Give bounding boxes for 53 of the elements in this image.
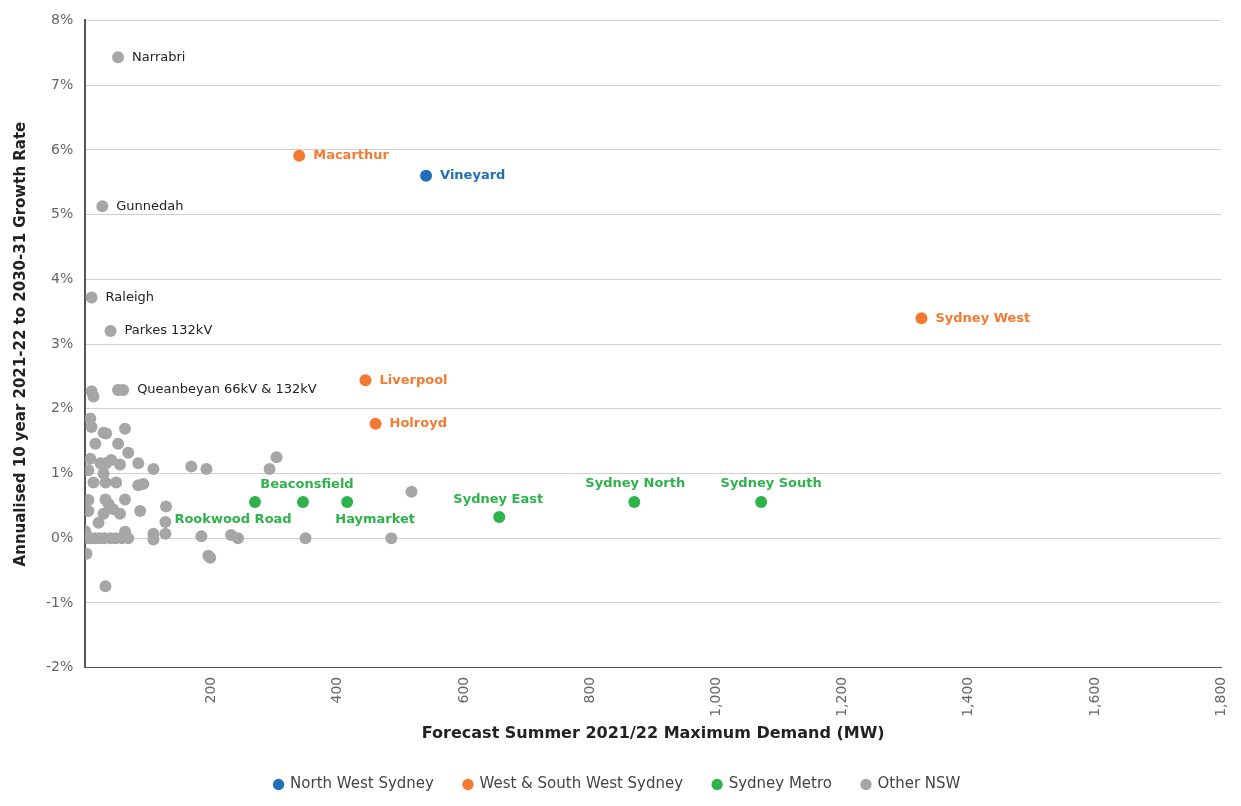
annotation: Parkes 132kV (124, 322, 213, 338)
annotation: Rookwood Road (174, 511, 292, 527)
legend-label: Sydney Metro (728, 774, 832, 793)
annotation: Raleigh (105, 288, 155, 304)
y-tick-label: -2% (46, 658, 74, 675)
point (249, 496, 262, 509)
y-tick-label: 7% (51, 75, 74, 92)
x-tick-label: 200 (202, 676, 219, 704)
annotation: Sydney South (720, 475, 822, 491)
y-tick-label: 1% (51, 464, 74, 481)
y-axis-title: Annualised 10 year 2021-22 to 2030-31 Growth Rate (10, 121, 29, 567)
x-tick-label: 1,200 (833, 676, 850, 717)
x-tick-label: 1,400 (959, 676, 976, 717)
annotation: Narrabri (132, 48, 186, 64)
annotation: Gunnedah (116, 197, 184, 213)
x-tick-label: 1,800 (1211, 676, 1228, 717)
x-axis-title: Forecast Summer 2021/22 Maximum Demand (MW) (421, 722, 885, 742)
annotation: Queanbeyan 66kV & 132kV (137, 381, 317, 397)
y-tick-label: 3% (51, 334, 74, 351)
annotation: Sydney West (935, 309, 1031, 325)
annotation: Sydney North (585, 475, 686, 491)
x-tick-label: 400 (328, 676, 345, 704)
x-tick-label: 1,000 (706, 676, 723, 717)
point (755, 496, 768, 509)
point (293, 149, 306, 162)
x-tick-label: 800 (580, 676, 597, 704)
legend-label: North West Sydney (290, 774, 435, 793)
annotation: Liverpool (379, 371, 448, 387)
y-tick-label: 8% (51, 11, 74, 28)
annotation: Macarthur (313, 147, 390, 163)
x-tick-label: 1,600 (1085, 676, 1102, 717)
point (628, 496, 641, 509)
y-tick-label: 4% (51, 269, 74, 286)
y-tick-label: -1% (46, 593, 74, 610)
point (296, 496, 309, 509)
legend-label: Other NSW (877, 774, 961, 793)
point (915, 312, 928, 325)
y-tick-label: 0% (51, 528, 74, 545)
y-tick-label: 5% (51, 205, 74, 222)
y-tick-label: 6% (51, 140, 74, 157)
annotation: Holroyd (389, 415, 447, 431)
point (341, 496, 354, 509)
y-tick-label: 2% (51, 399, 74, 416)
point (493, 510, 506, 523)
x-tick-label: 600 (454, 676, 471, 704)
annotation: Vineyard (440, 167, 506, 183)
annotation: Sydney East (453, 491, 544, 507)
annotation: Haymarket (335, 511, 416, 527)
point (369, 417, 382, 430)
point (420, 169, 433, 182)
annotation: Beaconsfield (260, 476, 354, 492)
legend-label: West & South West Sydney (479, 774, 684, 793)
point (359, 374, 372, 387)
